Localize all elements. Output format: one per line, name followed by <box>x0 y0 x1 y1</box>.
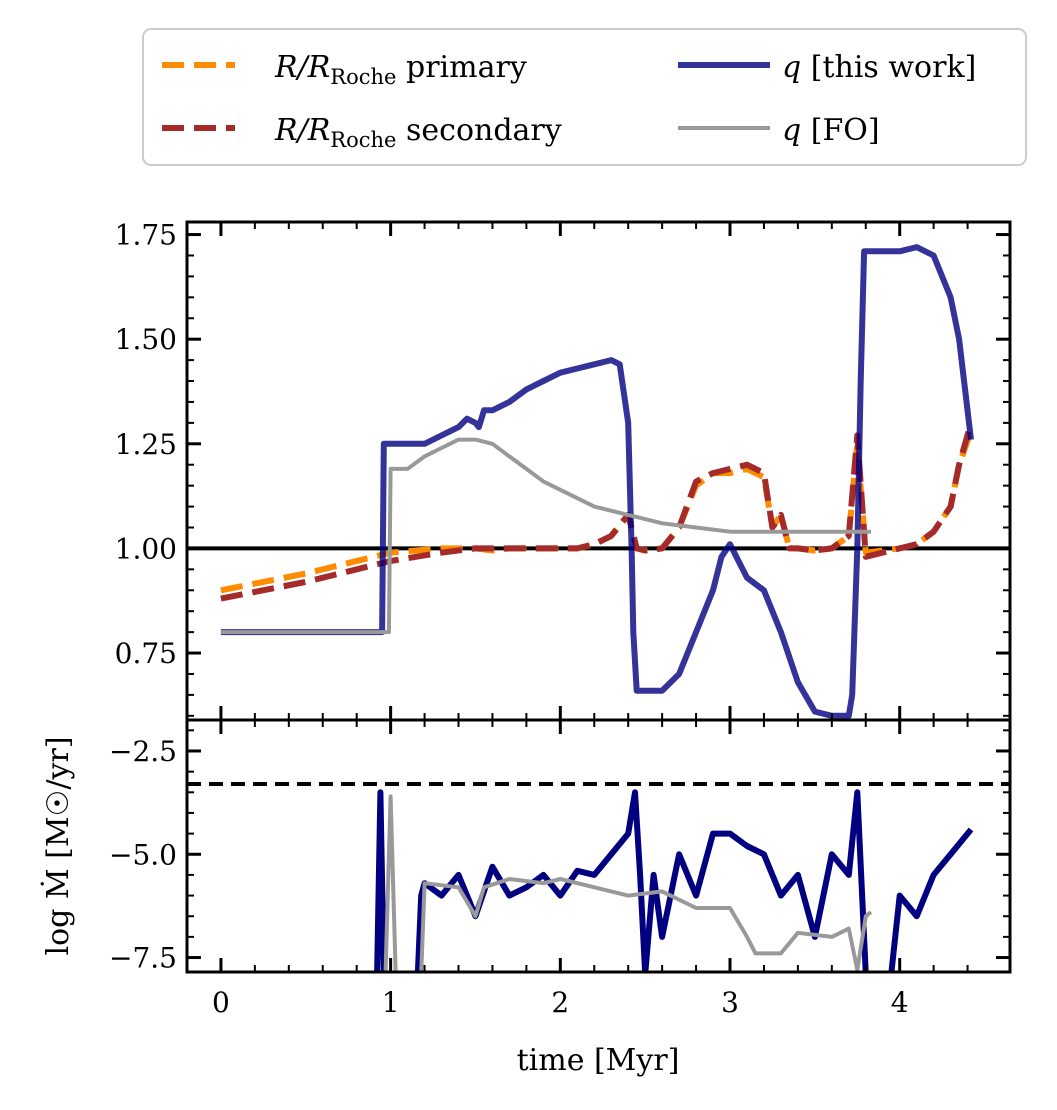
legend-box <box>142 28 1027 166</box>
x-tick-label: 0 <box>212 986 230 1019</box>
top-series-r-r-roche-secondary <box>220 422 974 602</box>
top-y-tick-label: 1.50 <box>115 323 177 356</box>
x-tick-label: 1 <box>382 986 400 1019</box>
x-tick-label: 3 <box>721 986 739 1019</box>
x-tick-label: 4 <box>891 986 909 1019</box>
legend-label-q-this: q [this work] <box>782 50 976 85</box>
bottom-ticks: 0 1 2 3 4 −2.5 −5.0 −7.5 <box>109 720 1010 1019</box>
top-series <box>220 244 974 719</box>
top-y-tick-label: 1.00 <box>115 532 177 565</box>
legend-label-q-fo: q [FO] <box>782 113 880 148</box>
top-panel: 0.75 1.00 1.25 1.50 1.75 <box>115 219 1012 722</box>
bottom-series <box>374 789 974 972</box>
top-series-q-this-work <box>220 244 974 719</box>
y-axis-title-bottom: log Ṁ [M☉/yr] <box>40 736 76 955</box>
legend-label-secondary: R/RRoche secondary <box>274 113 562 152</box>
x-axis-title: time [Myr] <box>517 1043 680 1078</box>
bottom-series-log-mdot-this-work <box>374 789 974 972</box>
bottom-panel: 0 1 2 3 4 −2.5 −5.0 −7.5 <box>109 718 1012 1019</box>
legend-label-primary: R/RRoche primary <box>274 50 527 89</box>
top-series-q-fo <box>220 437 871 635</box>
bottom-series-log-mdot-fo <box>383 794 873 972</box>
bottom-y-tick-label: −7.5 <box>109 942 177 975</box>
x-tick-label: 2 <box>551 986 569 1019</box>
top-y-tick-label: 1.25 <box>115 428 177 461</box>
legend: R/RRoche primary R/RRoche secondary q [t… <box>142 28 1027 166</box>
top-y-tick-label: 1.75 <box>115 219 177 252</box>
top-ticks: 0.75 1.00 1.25 1.50 1.75 <box>115 219 1010 720</box>
bottom-plot-frame <box>185 718 1012 974</box>
top-y-tick-label: 0.75 <box>115 637 177 670</box>
bottom-y-tick-label: −2.5 <box>109 735 177 768</box>
top-plot-frame <box>185 220 1012 722</box>
bottom-y-tick-label: −5.0 <box>109 838 177 871</box>
